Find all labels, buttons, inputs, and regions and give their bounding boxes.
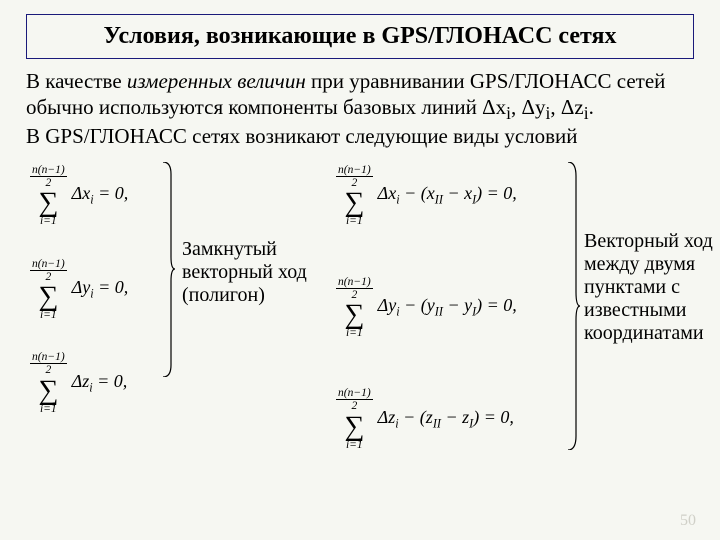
intro-paragraph: В качестве измеренных величин при уравни…	[26, 69, 694, 150]
slide-title: Условия, возникающие в GPS/ГЛОНАСС сетях	[37, 23, 683, 50]
right-caption: Векторный ходмежду двумяпунктами сизвест…	[584, 230, 720, 345]
left-caption: Замкнутыйвекторный ход(полигон)	[182, 238, 332, 307]
formulas-area: n(n−1)2∑i=1Δxi = 0, n(n−1)2∑i=1Δyi = 0, n(…	[26, 156, 694, 486]
closed-eq-2: n(n−1)2∑i=1Δzi = 0,	[30, 347, 128, 415]
open-eq-0: n(n−1)2∑i=1Δxi − (xII − xI) = 0,	[336, 160, 517, 228]
title-box: Условия, возникающие в GPS/ГЛОНАСС сетях	[26, 14, 694, 59]
left-brace	[161, 162, 175, 377]
open-eq-2: n(n−1)2∑i=1Δzi − (zII − zI) = 0,	[336, 383, 517, 451]
left-equation-group: n(n−1)2∑i=1Δxi = 0, n(n−1)2∑i=1Δyi = 0, n(…	[30, 156, 128, 415]
right-equation-group: n(n−1)2∑i=1Δxi − (xII − xI) = 0, n(n−1)2∑…	[336, 156, 517, 451]
right-brace	[566, 162, 580, 450]
page-number: 50	[680, 512, 696, 530]
open-eq-1: n(n−1)2∑i=1Δyi − (yII − yI) = 0,	[336, 272, 517, 340]
closed-eq-1: n(n−1)2∑i=1Δyi = 0,	[30, 254, 128, 322]
slide: Условия, возникающие в GPS/ГЛОНАСС сетях…	[0, 0, 720, 540]
closed-eq-0: n(n−1)2∑i=1Δxi = 0,	[30, 160, 128, 228]
